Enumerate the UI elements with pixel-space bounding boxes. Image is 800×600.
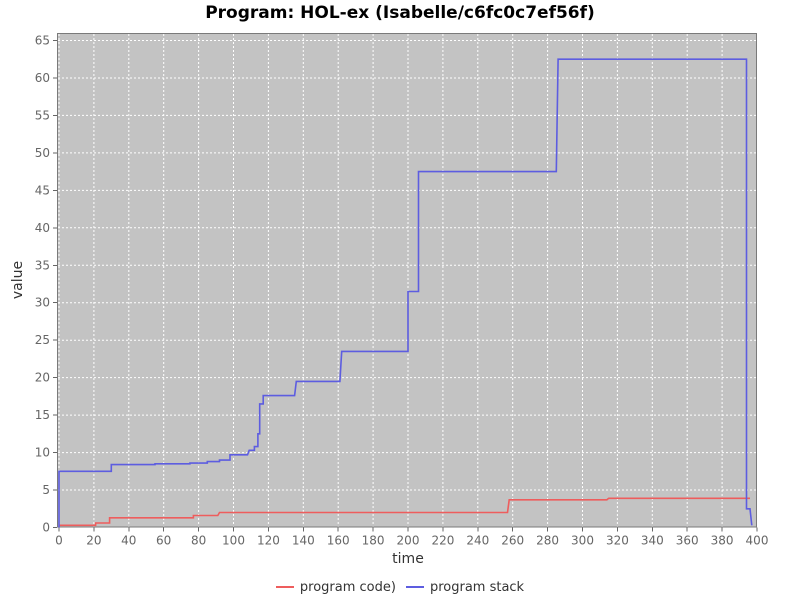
y-tick-label: 30 — [35, 296, 50, 310]
y-tick-label: 50 — [35, 146, 50, 160]
x-tick-label: 100 — [222, 534, 245, 548]
y-tick-label: 25 — [35, 333, 50, 347]
y-tick-label: 20 — [35, 371, 50, 385]
y-axis-label: value — [10, 260, 26, 300]
x-tick-label: 380 — [711, 534, 734, 548]
y-tick-label: 65 — [35, 34, 50, 48]
x-tick-label: 240 — [466, 534, 489, 548]
x-tick-label: 220 — [431, 534, 454, 548]
y-tick-label: 5 — [42, 483, 50, 497]
y-tick-label: 10 — [35, 446, 50, 460]
x-tick-label: 80 — [191, 534, 206, 548]
x-axis-label: time — [392, 551, 424, 567]
legend-item-program-code: program code) — [275, 579, 396, 595]
y-tick-label: 35 — [35, 258, 50, 272]
legend-label: program code) — [299, 579, 396, 595]
x-tick-label: 60 — [156, 534, 171, 548]
x-tick-label: 280 — [536, 534, 559, 548]
x-tick-label: 0 — [55, 534, 63, 548]
legend-line-icon — [275, 586, 294, 588]
legend-item-program-stack: program stack — [405, 579, 525, 595]
legend: program code) program stack — [0, 578, 800, 596]
y-tick-label: 15 — [35, 408, 50, 422]
y-tick-label: 40 — [35, 221, 50, 235]
x-tick-label: 360 — [676, 534, 699, 548]
axis-ticks — [53, 40, 758, 532]
legend-label: program stack — [429, 579, 525, 595]
x-tick-label: 20 — [86, 534, 101, 548]
plot-border — [57, 33, 757, 528]
x-tick-label: 340 — [641, 534, 664, 548]
x-tick-label: 140 — [292, 534, 315, 548]
x-tick-label: 120 — [257, 534, 280, 548]
x-tick-label: 40 — [121, 534, 136, 548]
y-tick-label: 55 — [35, 108, 50, 122]
y-tick-label: 0 — [42, 521, 50, 535]
x-tick-label: 320 — [606, 534, 629, 548]
legend-line-icon — [405, 586, 424, 588]
x-tick-label: 400 — [746, 534, 769, 548]
series-line-program-stack — [58, 58, 753, 528]
x-tick-label: 300 — [571, 534, 594, 548]
y-tick-label: 45 — [35, 183, 50, 197]
series-line-program-code — [59, 497, 750, 527]
chart-title: Program: HOL-ex (Isabelle/c6fc0c7ef56f) — [205, 3, 595, 23]
y-tick-label: 60 — [35, 71, 50, 85]
axis-tick-labels: 0 20 40 60 80 100 120 140 160 180 200 220 240 260 280 3… — [35, 34, 769, 548]
x-tick-label: 160 — [327, 534, 350, 548]
x-tick-label: 200 — [397, 534, 420, 548]
x-tick-label: 180 — [362, 534, 385, 548]
x-tick-label: 260 — [501, 534, 524, 548]
